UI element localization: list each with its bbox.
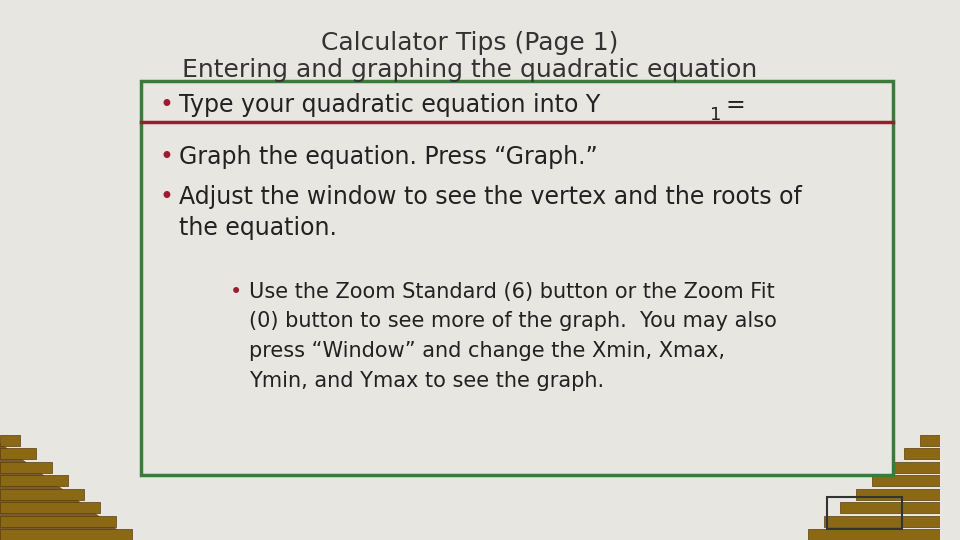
Polygon shape [0,475,67,486]
Text: •: • [230,281,243,302]
Polygon shape [872,475,940,486]
Polygon shape [0,448,36,459]
Polygon shape [856,489,940,500]
Polygon shape [0,443,132,540]
Text: Type your quadratic equation into Y: Type your quadratic equation into Y [179,93,600,117]
Text: Calculator Tips (Page 1): Calculator Tips (Page 1) [322,31,618,55]
Text: the equation.: the equation. [179,217,336,240]
Text: Entering and graphing the quadratic equation: Entering and graphing the quadratic equa… [182,58,757,82]
Text: •: • [159,93,174,117]
Text: Graph the equation. Press “Graph.”: Graph the equation. Press “Graph.” [179,145,597,168]
Polygon shape [0,529,132,540]
Polygon shape [840,502,940,513]
Text: 1: 1 [710,106,722,124]
Text: •: • [159,185,174,209]
Text: •: • [159,145,174,168]
Polygon shape [0,462,52,472]
Polygon shape [904,448,940,459]
Polygon shape [0,489,84,500]
Polygon shape [888,462,940,472]
Polygon shape [920,435,940,446]
Text: =: = [726,93,745,117]
Polygon shape [0,516,115,526]
Polygon shape [825,516,940,526]
Text: Adjust the window to see the vertex and the roots of: Adjust the window to see the vertex and … [179,185,802,209]
Polygon shape [808,529,940,540]
Polygon shape [0,435,20,446]
Polygon shape [0,502,100,513]
Text: (0) button to see more of the graph.  You may also: (0) button to see more of the graph. You… [249,311,777,332]
FancyBboxPatch shape [141,81,893,475]
Text: Ymin, and Ymax to see the graph.: Ymin, and Ymax to see the graph. [249,370,604,391]
Text: press “Window” and change the Xmin, Xmax,: press “Window” and change the Xmin, Xmax… [249,341,725,361]
Text: Use the Zoom Standard (6) button or the Zoom Fit: Use the Zoom Standard (6) button or the … [249,281,775,302]
